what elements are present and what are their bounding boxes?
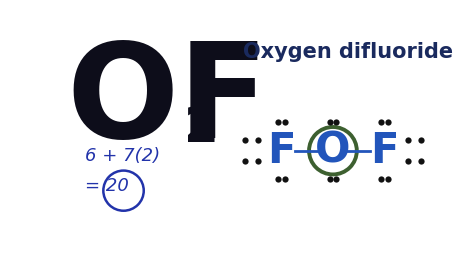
Text: Oxygen difluoride: Oxygen difluoride	[243, 42, 453, 62]
Text: 6 + 7(2): 6 + 7(2)	[85, 147, 160, 165]
Text: O: O	[315, 130, 351, 172]
Text: F: F	[267, 130, 296, 172]
Text: = 20: = 20	[85, 177, 129, 195]
Text: 2: 2	[184, 104, 219, 152]
Text: F: F	[370, 130, 399, 172]
Text: OF: OF	[66, 38, 269, 165]
